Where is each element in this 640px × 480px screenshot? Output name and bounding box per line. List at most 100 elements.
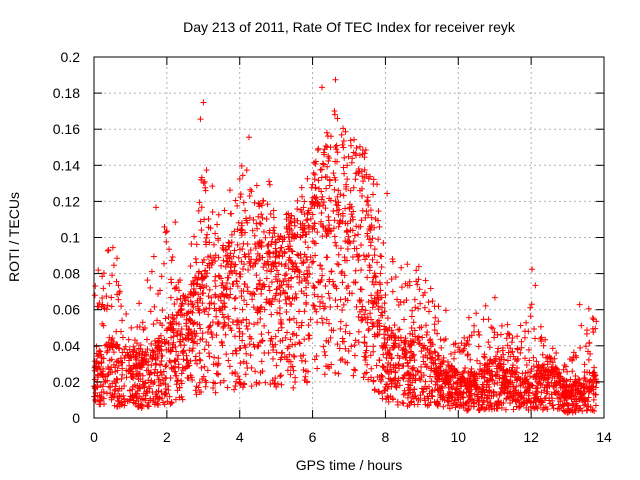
y-tick-label: 0.1	[61, 230, 81, 246]
data-point	[161, 224, 168, 231]
data-point	[410, 364, 417, 371]
data-point	[209, 319, 216, 326]
data-point	[166, 246, 173, 253]
data-point	[459, 393, 466, 400]
data-point	[160, 399, 167, 406]
data-point	[231, 305, 238, 312]
data-point	[172, 219, 179, 226]
data-point	[494, 348, 501, 355]
data-point	[348, 142, 355, 149]
data-point	[209, 334, 216, 341]
data-point	[176, 287, 183, 294]
data-point	[305, 322, 312, 329]
data-point	[143, 388, 150, 395]
data-point	[417, 300, 424, 307]
data-point	[395, 344, 402, 351]
data-point	[252, 245, 259, 252]
data-point	[378, 342, 385, 349]
data-point	[196, 321, 203, 328]
data-point	[109, 244, 116, 251]
data-point	[243, 167, 250, 174]
data-point	[416, 340, 423, 347]
data-point	[249, 227, 256, 234]
data-point	[177, 295, 184, 302]
data-point	[175, 361, 182, 368]
data-point	[414, 367, 421, 374]
data-point	[166, 393, 173, 400]
data-point	[268, 279, 275, 286]
data-point	[572, 378, 579, 385]
data-point	[133, 340, 140, 347]
data-point	[361, 339, 368, 346]
data-point	[251, 321, 258, 328]
data-point	[294, 251, 301, 258]
data-point	[262, 234, 269, 241]
data-point	[508, 392, 515, 399]
data-point	[355, 328, 362, 335]
data-point	[486, 387, 493, 394]
data-point	[375, 208, 382, 215]
data-point	[99, 320, 106, 327]
data-point	[235, 254, 242, 261]
data-point	[272, 333, 279, 340]
data-point	[304, 210, 311, 217]
data-point	[219, 311, 226, 318]
data-point	[477, 366, 484, 373]
data-point	[523, 388, 530, 395]
data-point	[351, 245, 358, 252]
data-point	[449, 369, 456, 376]
data-point	[94, 353, 101, 360]
data-point	[288, 212, 295, 219]
data-point	[148, 340, 155, 347]
data-point	[381, 387, 388, 394]
data-point	[565, 388, 572, 395]
data-point	[269, 260, 276, 267]
data-point	[203, 338, 210, 345]
data-point	[261, 306, 268, 313]
data-point	[333, 207, 340, 214]
data-point	[244, 288, 251, 295]
data-point	[291, 353, 298, 360]
data-point	[433, 399, 440, 406]
data-point	[302, 373, 309, 380]
data-point	[202, 377, 209, 384]
data-point	[433, 378, 440, 385]
data-point	[318, 188, 325, 195]
data-point	[410, 351, 417, 358]
data-point	[311, 302, 318, 309]
x-tick-label: 2	[163, 429, 171, 445]
data-point	[369, 278, 376, 285]
data-point	[414, 281, 421, 288]
data-point	[357, 143, 364, 150]
data-point	[301, 198, 308, 205]
data-point	[301, 308, 308, 315]
data-point	[590, 316, 597, 323]
data-point	[318, 84, 325, 91]
data-point	[418, 348, 425, 355]
data-point	[293, 319, 300, 326]
data-point	[460, 347, 467, 354]
data-point	[418, 385, 425, 392]
data-point	[411, 393, 418, 400]
data-point	[147, 379, 154, 386]
data-point	[201, 178, 208, 185]
data-point	[389, 395, 396, 402]
data-point	[241, 281, 248, 288]
data-point	[222, 253, 229, 260]
data-point	[109, 272, 116, 279]
data-point	[337, 325, 344, 332]
data-point	[98, 354, 105, 361]
data-point	[155, 335, 162, 342]
data-point	[299, 226, 306, 233]
data-point	[261, 322, 268, 329]
data-point	[286, 317, 293, 324]
data-point	[407, 338, 414, 345]
data-point	[345, 239, 352, 246]
data-point	[537, 323, 544, 330]
data-point	[376, 357, 383, 364]
data-point	[365, 211, 372, 218]
data-point	[267, 268, 274, 275]
data-point	[112, 383, 119, 390]
data-point	[495, 362, 502, 369]
data-point	[332, 144, 339, 151]
